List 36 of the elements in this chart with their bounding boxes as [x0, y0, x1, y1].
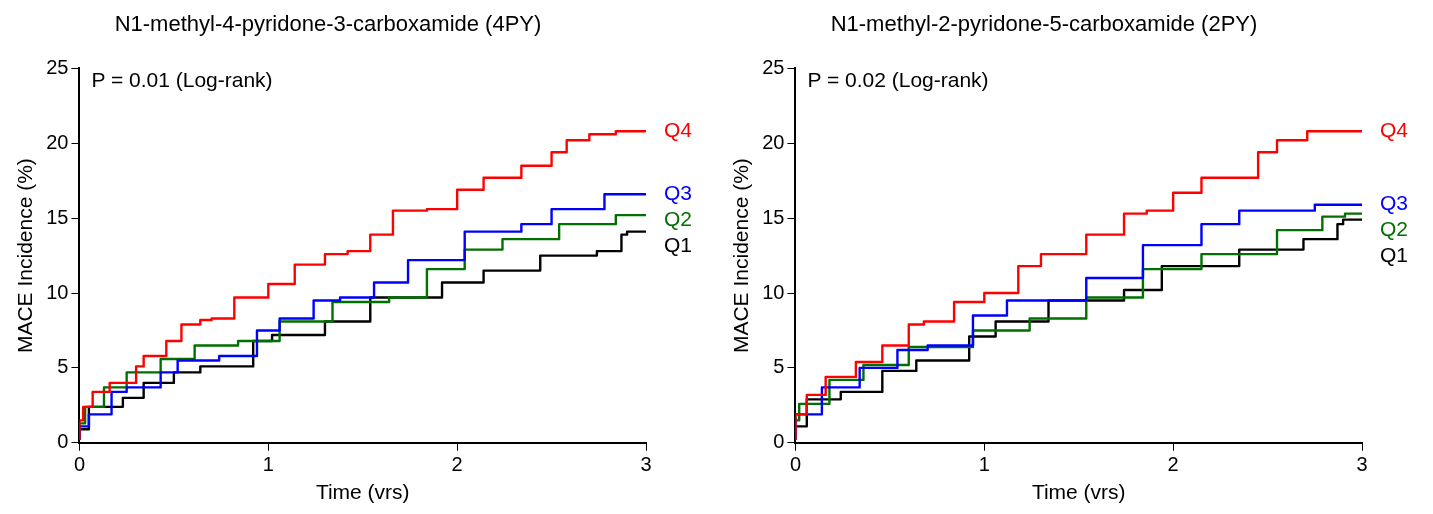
- series-label: Q2: [1380, 217, 1409, 241]
- series-label: Q3: [664, 181, 693, 204]
- x-axis-title: Time (vrs): [1031, 480, 1126, 504]
- y-tick-label: 20: [762, 130, 785, 153]
- x-tick-label: 0: [789, 453, 802, 476]
- chart-title: N1-methyl-4-pyridone-3-carboxamide (4PY): [114, 11, 542, 37]
- series-label: Q1: [1380, 243, 1409, 267]
- series-label: Q3: [1380, 191, 1409, 215]
- series-label: Q4: [1380, 118, 1409, 142]
- x-tick-label: 1: [978, 453, 990, 476]
- y-tick-label: 10: [46, 280, 69, 303]
- chart-title: N1-methyl-2-pyridone-5-carboxamide (2PY): [830, 11, 1258, 37]
- y-axis-title: MACE Incidence (%): [729, 158, 753, 354]
- y-tick-label: 5: [57, 355, 69, 378]
- y-tick-label: 25: [46, 55, 69, 78]
- annotation: P = 0.01 (Log-rank): [91, 67, 273, 91]
- x-tick-label: 1: [262, 453, 274, 476]
- x-tick-label: 3: [1356, 453, 1368, 476]
- y-tick-label: 0: [773, 430, 785, 453]
- y-tick-label: 20: [46, 130, 69, 153]
- series-label: Q4: [664, 118, 693, 142]
- y-tick-label: 15: [46, 205, 69, 228]
- x-tick-label: 0: [73, 453, 86, 476]
- annotation: P = 0.02 (Log-rank): [807, 67, 989, 91]
- y-tick-label: 15: [762, 205, 785, 228]
- y-tick-label: 0: [57, 430, 69, 453]
- series-label: Q1: [664, 233, 693, 256]
- y-tick-label: 10: [762, 280, 785, 303]
- y-axis-title: MACE Incidence (%): [13, 158, 37, 354]
- y-tick-label: 25: [762, 55, 785, 78]
- x-tick-label: 3: [640, 453, 652, 476]
- x-tick-label: 2: [1167, 453, 1179, 476]
- y-tick-label: 5: [773, 355, 785, 378]
- x-axis-title: Time (vrs): [315, 480, 410, 504]
- series-label: Q2: [664, 207, 693, 230]
- x-tick-label: 2: [451, 453, 463, 476]
